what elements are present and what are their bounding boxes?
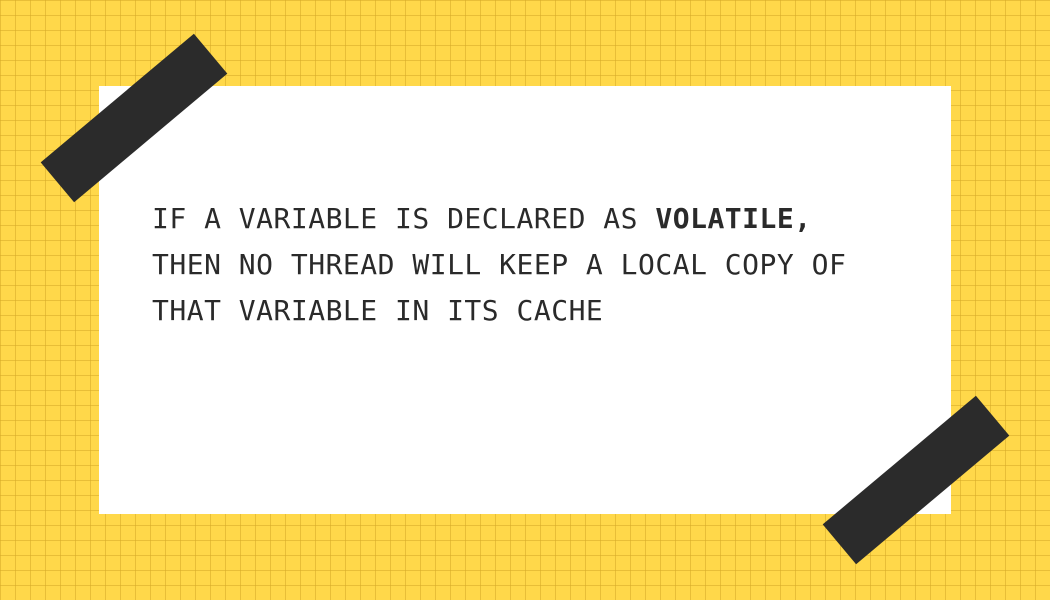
quote-line-1-prefix: IF A VARIABLE IS DECLARED AS [152, 202, 656, 235]
quote-emphasis-volatile: VOLATILE, [655, 202, 812, 235]
quote-line-2: THEN NO THREAD WILL KEEP A LOCAL COPY OF [152, 248, 847, 281]
quote-card [99, 86, 951, 514]
quote-line-3: THAT VARIABLE IN ITS CACHE [152, 294, 604, 327]
quote-line-1: IF A VARIABLE IS DECLARED AS VOLATILE, [152, 196, 912, 242]
quote-text: IF A VARIABLE IS DECLARED AS VOLATILE, T… [152, 196, 912, 334]
